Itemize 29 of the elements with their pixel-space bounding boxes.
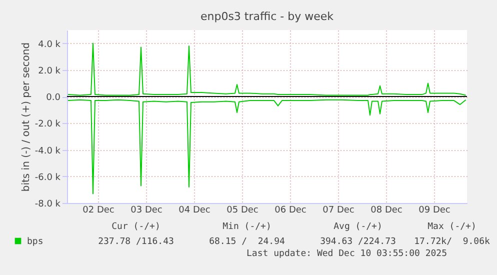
y-axis-title: bits in (-) / out (+) per second	[20, 42, 32, 192]
y-tick-label: -4.0 k	[34, 146, 62, 156]
text: Max (-/+)	[428, 222, 476, 232]
y-tick-label: -6.0 k	[34, 172, 62, 183]
text: Cur (-/+)	[112, 222, 160, 232]
y-tick-label: -2.0 k	[34, 120, 62, 130]
text: Avg (-/+)	[334, 222, 382, 232]
text: Min (-/+)	[222, 222, 272, 232]
line-series	[68, 99, 466, 194]
y-tick-label: 2.0 k	[38, 66, 62, 76]
text: 17.72k/ 9.06k	[414, 237, 491, 247]
x-tick-label: 03 Dec	[130, 206, 162, 216]
y-tick-label: 0.0	[46, 93, 61, 104]
legend-label: bps	[27, 237, 44, 247]
text: 68.15 / 24.94	[209, 237, 285, 247]
x-tick-label: 06 Dec	[274, 206, 306, 216]
x-tick-label: 02 Dec	[82, 206, 114, 216]
x-tick-label: 08 Dec	[370, 206, 402, 216]
text: 394.63 /224.73	[320, 237, 396, 247]
chart-title: enp0s3 traffic - by week	[200, 10, 334, 23]
text: 237.78 /116.43	[98, 237, 174, 247]
x-tick-label: 07 Dec	[322, 206, 354, 216]
y-tick-label: -8.0 k	[34, 200, 62, 210]
x-tick-label: 09 Dec	[418, 206, 450, 216]
x-tick-label: 05 Dec	[226, 206, 258, 216]
y-tick-label: 4.0 k	[38, 40, 62, 50]
text: Last update: Wed Dec 10 03:55:00 2025	[246, 249, 447, 259]
x-tick-label: 04 Dec	[178, 206, 210, 216]
line-series	[68, 42, 466, 96]
